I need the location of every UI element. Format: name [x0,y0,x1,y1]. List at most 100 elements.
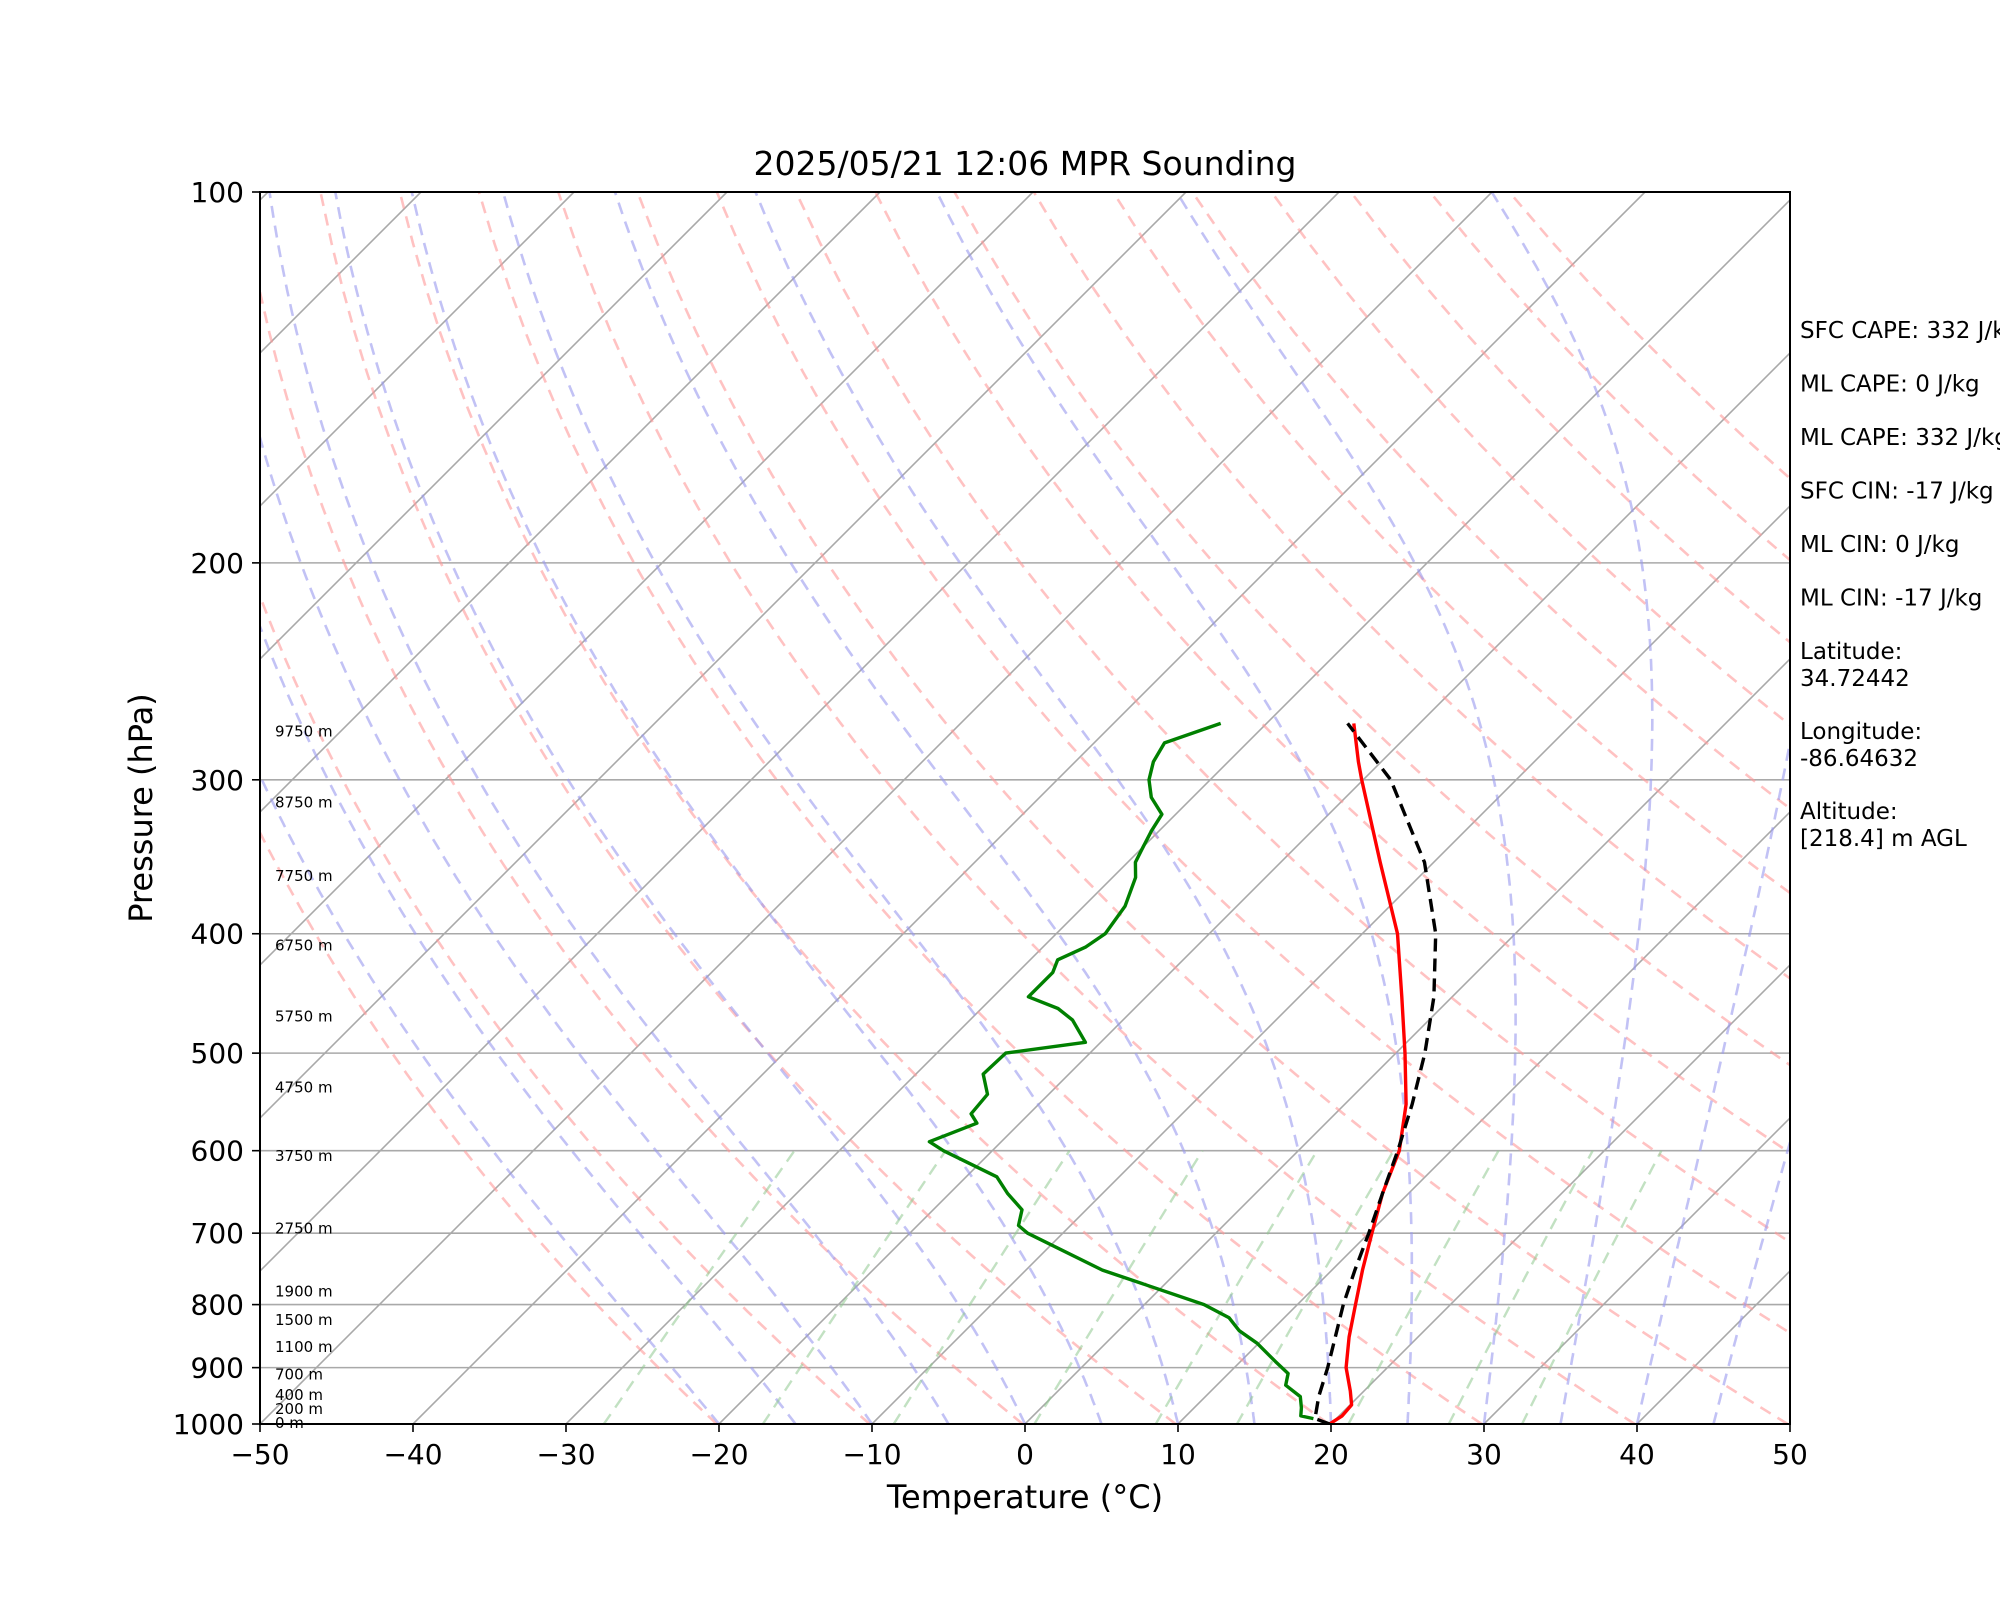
annotation-text: Latitude: 34.72442 [1800,639,1910,692]
moist-adiabat-line [1635,735,1790,1424]
annotation-text: Longitude: -86.64632 [1800,719,1922,772]
x-tick-label: −20 [689,1438,748,1471]
y-tick-label: 300 [191,764,244,797]
x-tick-label: 40 [1619,1438,1655,1471]
moist-adiabat-line [501,192,1180,1424]
dry-adiabat-line [953,192,1790,1067]
x-axis-label: Temperature (°C) [886,1478,1163,1516]
y-tick-label: 700 [191,1217,244,1250]
x-tick-label: 20 [1313,1438,1349,1471]
dry-adiabat-line [260,829,718,1424]
height-label: 400 m [275,1386,323,1404]
y-tick-label: 200 [191,547,244,580]
dry-adiabat-line [557,192,1636,1424]
dry-adiabat-line [636,192,1789,1424]
x-tick-label: 50 [1772,1438,1808,1471]
height-label: 1500 m [275,1311,333,1329]
isotherm-line [260,192,575,508]
y-tick-label: 500 [191,1037,244,1070]
height-label: 2750 m [275,1220,333,1238]
height-label: 700 m [275,1366,323,1384]
mixing-ratio-line [761,1150,947,1424]
x-tick-label: −30 [536,1438,595,1471]
background-lines [0,192,1790,1424]
height-label: 6750 m [275,937,333,955]
isotherm-line [260,192,728,661]
annotation-text: SFC CAPE: 332 J/kg [1800,318,2000,344]
isotherm-line [260,192,1034,967]
y-tick-label: 600 [191,1135,244,1168]
annotation-text: SFC CIN: -17 J/kg [1800,479,1994,505]
axes: −50 −40 −30 −20 −10 0 10 20 30 40 50 100 200 300 400 50… [173,176,1808,1471]
mixing-ratio-line [1033,1150,1204,1424]
dry-adiabat-line [794,192,1790,1244]
moist-adiabat-line [754,192,1333,1424]
dry-adiabat-line [398,192,1330,1424]
x-tick-label: −40 [383,1438,442,1471]
side-annotations: SFC CAPE: 332 J/kg ML CAPE: 0 J/kg ML CAPE… [1800,318,2000,852]
isotherm-line [412,192,1646,1424]
x-tick-label: 10 [1160,1438,1196,1471]
x-tick-label: −10 [842,1438,901,1471]
isotherm-line [260,192,1340,1273]
isotherm-line [1330,963,1790,1424]
chart-title: 2025/05/21 12:06 MPR Sounding [753,144,1296,183]
mixing-ratio-line [1154,1150,1319,1424]
profile-line [927,721,1314,1421]
moist-adiabat-line [935,192,1414,1424]
mixing-ratio-line [1447,1150,1594,1424]
moist-adiabat-line [1175,192,1517,1424]
height-label: 200 m [275,1400,323,1418]
height-labels: 9750 m 8750 m 7750 m 6750 m 5750 m 4750 m 3750… [275,722,333,1432]
isotherm-line [260,192,881,814]
x-tick-label: 30 [1466,1438,1502,1471]
dry-adiabat-line [260,286,1024,1424]
mixing-ratio-line [1235,1150,1395,1424]
height-label: 8750 m [275,794,333,812]
x-tick-label: −50 [230,1438,289,1471]
isotherm-line [718,351,1790,1424]
y-tick-label: 900 [191,1352,244,1385]
isotherm-line [260,192,1493,1424]
y-tick-label: 400 [191,918,244,951]
dry-adiabat-line [477,192,1483,1424]
annotation-text: ML CAPE: 0 J/kg [1800,372,1980,398]
annotation-text: Altitude: [218.4] m AGL [1800,799,1967,852]
y-tick-label: 100 [191,176,244,209]
y-tick-label: 1000 [173,1408,244,1441]
height-label: 4750 m [275,1078,333,1096]
moist-adiabat-line [1712,1137,1790,1424]
moist-adiabat-line [334,192,1027,1424]
moist-adiabat-line [260,432,874,1424]
isotherm-line [0,192,115,1424]
isotherm-line [1177,810,1790,1424]
height-label: 9750 m [275,722,333,740]
isotherm-line [1024,657,1790,1424]
annotation-text: ML CAPE: 332 J/kg [1800,425,2000,451]
height-label: 5750 m [275,1008,333,1026]
annotation-text: ML CIN: 0 J/kg [1800,532,1959,558]
dry-adiabat-line [874,192,1790,1155]
x-tick-label: 0 [1016,1438,1034,1471]
moist-adiabat-line [260,623,797,1424]
isotherm-line [1483,1116,1790,1424]
height-label: 0 m [275,1414,304,1432]
moist-adiabat-line [268,192,950,1424]
moist-adiabat-line [613,192,1256,1424]
mixing-ratio-line [1347,1150,1500,1424]
mixing-ratio-line [602,1150,796,1424]
height-label: 1900 m [275,1283,333,1301]
height-label: 1100 m [275,1338,333,1356]
moist-adiabat-line [410,192,1103,1424]
profile-line [1328,723,1408,1424]
dry-adiabat-line [715,192,1790,1335]
isotherm-line [565,198,1790,1424]
moist-adiabat-line [1490,192,1654,1424]
data-lines [927,721,1438,1424]
mixing-ratio-line [1521,1150,1663,1424]
dry-adiabat-line [260,592,871,1424]
height-label: 7750 m [275,867,333,885]
height-label: 3750 m [275,1147,333,1165]
parcel-profile-line [1313,722,1438,1424]
